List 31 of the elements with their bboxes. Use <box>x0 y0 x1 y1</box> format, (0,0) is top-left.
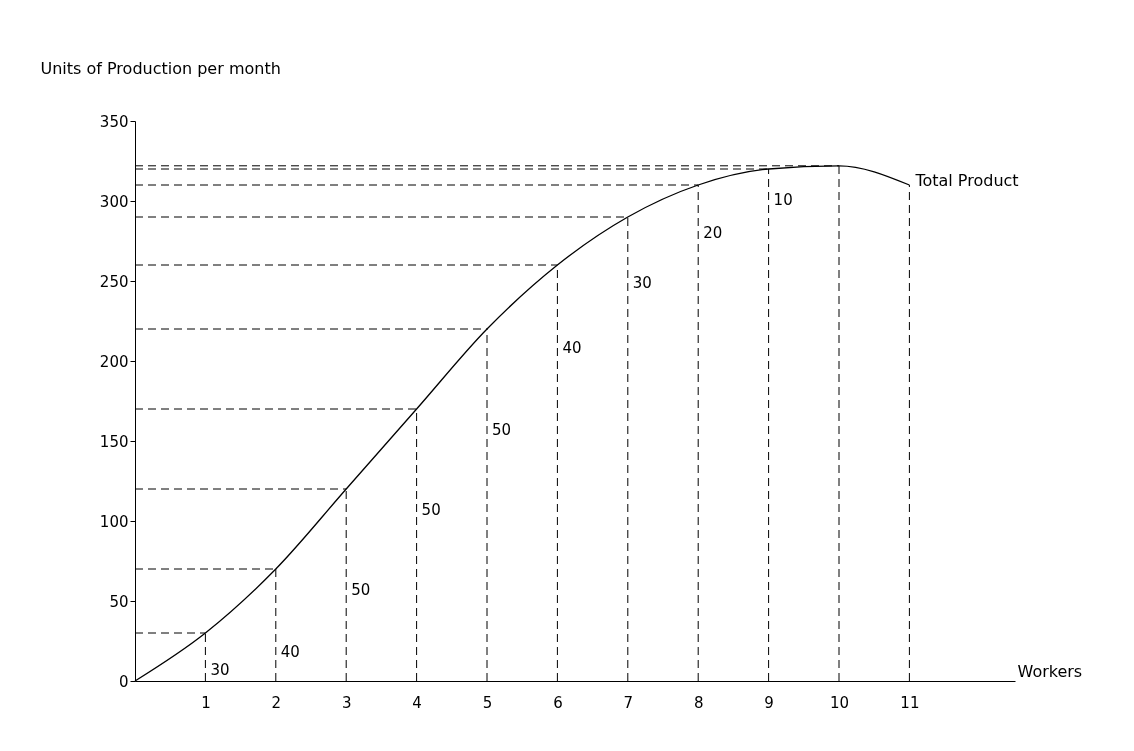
annotation: 50 <box>351 581 371 599</box>
series-label: Total Product <box>914 171 1019 190</box>
y-tick-label: 100 <box>99 512 129 531</box>
annotation: 30 <box>632 273 652 292</box>
y-tick-label: 250 <box>99 272 129 291</box>
x-tick-label: 8 <box>693 693 704 712</box>
y-tick-label: 50 <box>109 592 129 611</box>
y-tick-label: 150 <box>99 432 129 451</box>
x-tick-label: 1 <box>201 693 211 712</box>
annotation: 50 <box>421 501 441 519</box>
x-tick-label: 3 <box>341 693 352 712</box>
x-tick-label: 9 <box>764 693 774 712</box>
x-tick-label: 4 <box>412 693 422 712</box>
x-tick-label: 6 <box>553 693 563 712</box>
annotation: 50 <box>492 421 512 439</box>
x-tick-label: 7 <box>623 693 634 712</box>
x-tick-label: 5 <box>482 693 493 712</box>
y-tick-label: 300 <box>99 192 129 211</box>
x-tick-label: 2 <box>271 693 282 712</box>
y-tick-label: 0 <box>118 672 129 691</box>
annotation: 10 <box>773 190 793 209</box>
annotation: 20 <box>703 224 723 243</box>
y-tick-label: 200 <box>99 352 129 371</box>
y-axis-title: Units of Production per month <box>40 58 281 78</box>
annotation: 40 <box>562 339 582 358</box>
annotation: 30 <box>210 661 230 679</box>
y-tick-label: 350 <box>99 112 129 131</box>
x-tick-label: 10 <box>829 693 850 712</box>
annotation: 40 <box>280 643 300 662</box>
x-axis-title: Workers <box>1017 661 1083 681</box>
x-tick-label: 11 <box>900 693 920 712</box>
